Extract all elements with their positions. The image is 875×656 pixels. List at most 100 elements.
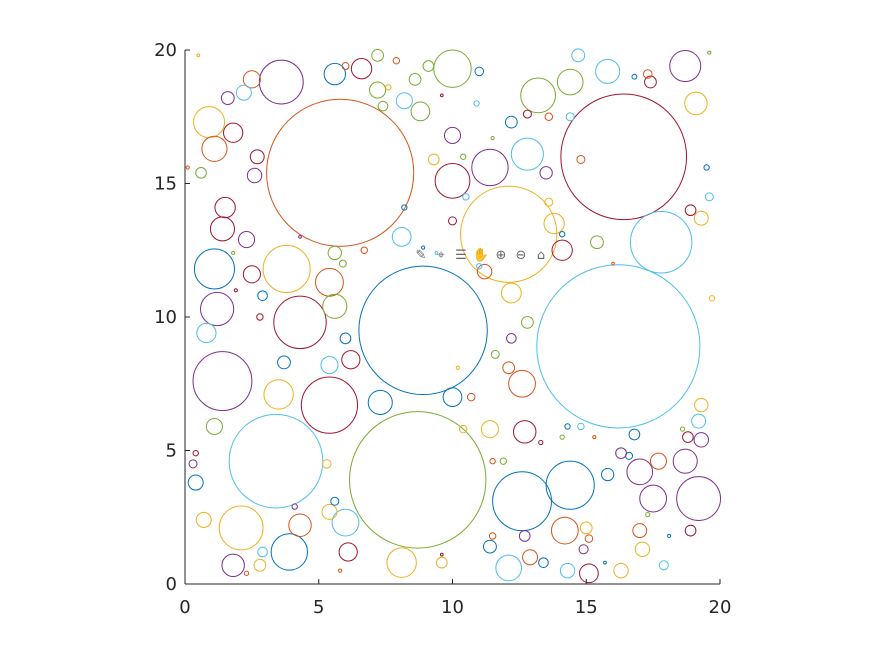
circle-79 xyxy=(338,259,347,268)
home-icon[interactable]: ⌂ xyxy=(536,247,546,263)
circle-136 xyxy=(708,295,716,302)
circle-6 xyxy=(228,413,324,509)
circle-132 xyxy=(684,204,697,217)
circle-84 xyxy=(221,553,245,578)
circle-65 xyxy=(249,149,265,165)
circle-127 xyxy=(543,212,565,235)
circle-88 xyxy=(188,459,198,469)
circle-91 xyxy=(321,503,338,520)
circle-85 xyxy=(253,558,267,572)
circle-142 xyxy=(649,452,667,470)
circle-48 xyxy=(323,62,346,86)
circle-51 xyxy=(371,48,384,62)
circle-110 xyxy=(506,333,517,344)
circle-166 xyxy=(603,560,607,565)
circle-57 xyxy=(571,48,586,63)
circle-151 xyxy=(645,511,651,518)
circle-7 xyxy=(629,210,693,274)
circle-33 xyxy=(263,379,294,410)
circle-171 xyxy=(185,165,190,170)
circle-153 xyxy=(634,541,651,558)
circle-182 xyxy=(434,251,439,255)
circle-135 xyxy=(703,164,710,171)
brush-icon[interactable]: ✎ xyxy=(415,247,427,263)
legend-icon[interactable]: ☰ xyxy=(455,247,467,263)
circle-25 xyxy=(315,267,344,297)
circle-131 xyxy=(611,261,615,266)
zoom-out-icon[interactable]: ⊖ xyxy=(515,247,527,263)
x-tick-label-3: 15 xyxy=(575,597,598,618)
x-tick-label-0: 0 xyxy=(179,597,190,618)
x-tick-label-2: 10 xyxy=(441,597,464,618)
circle-133 xyxy=(693,210,709,226)
circle-126 xyxy=(565,112,575,122)
circle-42 xyxy=(209,216,235,242)
circle-152 xyxy=(632,523,648,539)
circle-2 xyxy=(460,185,558,283)
circle-8 xyxy=(192,351,253,412)
circle-113 xyxy=(476,263,493,280)
y-tick-label-2: 10 xyxy=(154,307,177,328)
circle-17 xyxy=(471,148,509,187)
circle-125 xyxy=(473,100,480,107)
circle-159 xyxy=(518,530,531,542)
circle-177 xyxy=(377,100,389,112)
circle-138 xyxy=(691,413,707,429)
circle-169 xyxy=(684,524,697,537)
y-tick-label-1: 5 xyxy=(166,441,177,462)
circle-118 xyxy=(462,193,470,201)
circle-163 xyxy=(579,521,593,535)
circle-108 xyxy=(502,361,516,375)
circle-78 xyxy=(360,246,368,254)
circle-139 xyxy=(682,431,694,443)
circle-128 xyxy=(551,239,573,261)
circle-141 xyxy=(679,426,686,432)
circle-96 xyxy=(338,568,343,573)
circle-1 xyxy=(560,93,688,221)
circle-181 xyxy=(707,50,712,55)
circle-154 xyxy=(613,562,629,579)
circle-97 xyxy=(435,556,448,569)
circle-111 xyxy=(521,315,534,329)
circle-155 xyxy=(579,563,599,584)
circle-162 xyxy=(550,516,579,545)
zoom-in-icon[interactable]: ⊕ xyxy=(495,247,507,263)
circle-59 xyxy=(643,69,653,79)
circle-134 xyxy=(704,192,714,202)
circle-105 xyxy=(499,457,508,465)
circle-72 xyxy=(322,293,348,319)
circle-104 xyxy=(489,458,496,465)
circle-47 xyxy=(220,91,235,105)
plot-area xyxy=(185,48,722,584)
circle-150 xyxy=(592,435,597,440)
circle-21 xyxy=(434,162,471,199)
circle-49 xyxy=(350,58,373,80)
circle-26 xyxy=(270,533,309,571)
circle-156 xyxy=(559,562,576,579)
circle-101 xyxy=(455,365,460,370)
circle-121 xyxy=(544,112,554,121)
circle-36 xyxy=(626,458,654,486)
circle-103 xyxy=(480,420,500,439)
circle-0 xyxy=(266,98,415,247)
circle-50 xyxy=(369,81,387,99)
axes-toolbar: ✎ ⌖ ☰ ✋ ⊕ ⊖ ⌂ xyxy=(412,246,550,264)
circle-146 xyxy=(628,428,641,441)
data-tips-icon[interactable]: ⌖ xyxy=(437,247,445,263)
circle-137 xyxy=(694,397,709,413)
circle-71 xyxy=(196,322,217,344)
circle-18 xyxy=(520,77,556,114)
circle-86 xyxy=(257,546,268,558)
circle-73 xyxy=(339,332,352,345)
circle-148 xyxy=(564,423,571,430)
circle-117 xyxy=(447,216,458,226)
circle-63 xyxy=(427,153,440,166)
circle-123 xyxy=(504,115,518,129)
circle-16 xyxy=(262,244,311,293)
circle-165 xyxy=(578,544,589,555)
circle-20 xyxy=(669,50,702,83)
circle-56 xyxy=(474,66,485,77)
circle-68 xyxy=(238,231,256,249)
circle-120 xyxy=(539,166,553,180)
pan-icon[interactable]: ✋ xyxy=(472,247,490,263)
